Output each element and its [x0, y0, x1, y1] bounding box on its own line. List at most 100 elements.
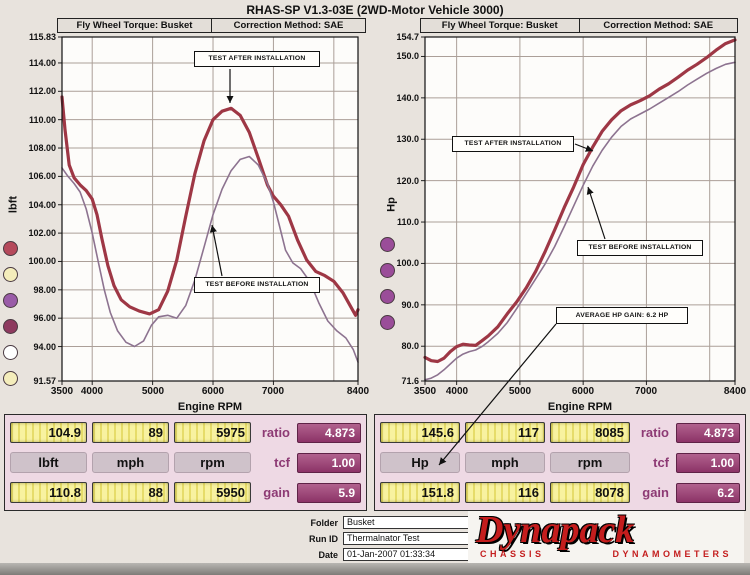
dynapack-logo-tagline: CHASSIS DYNAMOMETERS [476, 549, 736, 559]
date-label: Date [318, 549, 338, 560]
x-tick-label: 5000 [141, 386, 165, 397]
y-tick-label: 94.00 [33, 342, 56, 352]
tcf-value-left: 1.00 [297, 452, 361, 473]
lcd-rpm-after-right: 8085 [550, 422, 630, 443]
unit-mph-left: mph [92, 452, 169, 473]
run-select-button[interactable] [3, 293, 18, 308]
y-tick-label: 96.00 [33, 313, 56, 323]
lcd-mph-before-right: 116 [465, 482, 545, 503]
x-tick-label: 8400 [723, 386, 747, 397]
gain-value-left: 5.9 [297, 482, 361, 503]
left-chart-headers: Fly Wheel Torque: Busket Correction Meth… [57, 18, 366, 33]
torque-panel-before-row: 110.8 88 5950 gain 5.9 [10, 482, 361, 503]
run-select-button[interactable] [380, 289, 395, 304]
ratio-value-right: 4.873 [676, 422, 740, 443]
y-tick-label: 80.0 [401, 341, 419, 351]
y-tick-label: 112.00 [28, 86, 56, 96]
x-tick-label: 4000 [445, 386, 469, 397]
ratio-label-right: ratio [640, 425, 669, 440]
lcd-torque-before: 110.8 [10, 482, 87, 503]
y-tick-label: 110.00 [28, 115, 56, 125]
x-axis-label: Engine RPM [547, 401, 613, 413]
x-tick-label: 8400 [346, 386, 370, 397]
run-id-label: Run ID [309, 533, 338, 544]
run-select-button[interactable] [3, 319, 18, 334]
date-field[interactable]: 01-Jan-2007 01:33:34 [343, 548, 471, 561]
y-tick-label: 110.0 [396, 217, 419, 227]
unit-rpm-right: rpm [550, 452, 630, 473]
x-tick-label: 5000 [508, 386, 532, 397]
horsepower-vs-rpm-plot [421, 36, 737, 466]
unit-hp: Hp [380, 452, 460, 473]
y-tick-label: 91.57 [33, 376, 56, 386]
y-tick-label: 102.00 [28, 228, 56, 238]
unit-mph-right: mph [465, 452, 545, 473]
flywheel-torque-vs-rpm-plot [58, 36, 360, 385]
hp-panel-units-row: Hp mph rpm tcf 1.00 [380, 452, 740, 473]
run-select-button[interactable] [380, 237, 395, 252]
chart-annotation: TEST AFTER INSTALLATION [194, 51, 320, 67]
run-select-button[interactable] [3, 345, 18, 360]
x-tick-label: 4000 [80, 386, 104, 397]
x-tick-label: 6000 [571, 386, 595, 397]
y-tick-label: 140.0 [396, 93, 419, 103]
lcd-hp-after: 145.6 [380, 422, 460, 443]
unit-lbft: lbft [10, 452, 87, 473]
y-tick-label: 106.00 [28, 171, 56, 181]
y-tick-label: 71.6 [401, 376, 419, 386]
chart-annotation: TEST AFTER INSTALLATION [452, 136, 574, 152]
header-flywheel-torque-left: Fly Wheel Torque: Busket [57, 18, 212, 33]
y-tick-label: 114.00 [28, 58, 56, 68]
header-correction-method-right: Correction Method: SAE [578, 18, 738, 33]
chart-annotation: TEST BEFORE INSTALLATION [577, 240, 703, 256]
lcd-rpm-before-left: 5950 [174, 482, 251, 503]
y-tick-label: 108.00 [28, 143, 56, 153]
run-id-field[interactable]: Thermalnator Test [343, 532, 471, 545]
torque-panel-units-row: lbft mph rpm tcf 1.00 [10, 452, 361, 473]
x-axis-label: Engine RPM [177, 401, 243, 413]
logo-chassis-text: CHASSIS [480, 549, 545, 559]
window-bottom-edge [0, 563, 750, 575]
y-tick-label: 98.00 [33, 285, 56, 295]
lcd-torque-after: 104.9 [10, 422, 87, 443]
run-select-button[interactable] [3, 241, 18, 256]
y-tick-label: 90.0 [401, 300, 419, 310]
run-select-buttons-left [3, 241, 18, 386]
run-select-button[interactable] [380, 315, 395, 330]
dynapack-logo-wordmark: Dynapack [476, 509, 635, 551]
torque-readout-panel: 104.9 89 5975 ratio 4.873 lbft mph rpm t… [4, 414, 367, 511]
hp-readout-panel: 145.6 117 8085 ratio 4.873 Hp mph rpm tc… [374, 414, 746, 511]
chart-annotation: AVERAGE HP GAIN: 6.2 HP [556, 307, 688, 324]
x-tick-label: 3500 [50, 386, 74, 397]
lcd-rpm-before-right: 8078 [550, 482, 630, 503]
gain-label-left: gain [263, 485, 290, 500]
torque-y-axis-label: lbft [7, 195, 20, 214]
y-tick-label: 104.00 [28, 200, 56, 210]
chart-annotation: TEST BEFORE INSTALLATION [194, 277, 320, 293]
ratio-label-left: ratio [261, 425, 290, 440]
torque-panel-after-row: 104.9 89 5975 ratio 4.873 [10, 422, 361, 443]
y-tick-label: 130.0 [396, 134, 419, 144]
x-tick-label: 6000 [201, 386, 225, 397]
folder-label: Folder [310, 517, 338, 528]
header-flywheel-torque-right: Fly Wheel Torque: Busket [420, 18, 580, 33]
hp-panel-before-row: 151.8 116 8078 gain 6.2 [380, 482, 740, 503]
gain-label-right: gain [642, 485, 669, 500]
gain-value-right: 6.2 [676, 482, 740, 503]
y-tick-label: 120.0 [396, 176, 419, 186]
folder-field[interactable]: Busket [343, 516, 471, 529]
lcd-mph-after-right: 117 [465, 422, 545, 443]
x-tick-label: 3500 [413, 386, 437, 397]
lcd-mph-before-left: 88 [92, 482, 169, 503]
y-tick-label: 100.00 [28, 256, 56, 266]
y-tick-label: 150.0 [396, 51, 419, 61]
y-tick-label: 115.83 [28, 32, 56, 42]
unit-rpm-left: rpm [174, 452, 251, 473]
run-select-button[interactable] [380, 263, 395, 278]
run-select-button[interactable] [3, 371, 18, 386]
torque-chart: 115.83 114.00 112.00 110.00 108.00 106.00 104.… [20, 32, 369, 413]
x-tick-label: 7000 [634, 386, 658, 397]
run-select-button[interactable] [3, 267, 18, 282]
tcf-label-right: tcf [653, 455, 669, 470]
